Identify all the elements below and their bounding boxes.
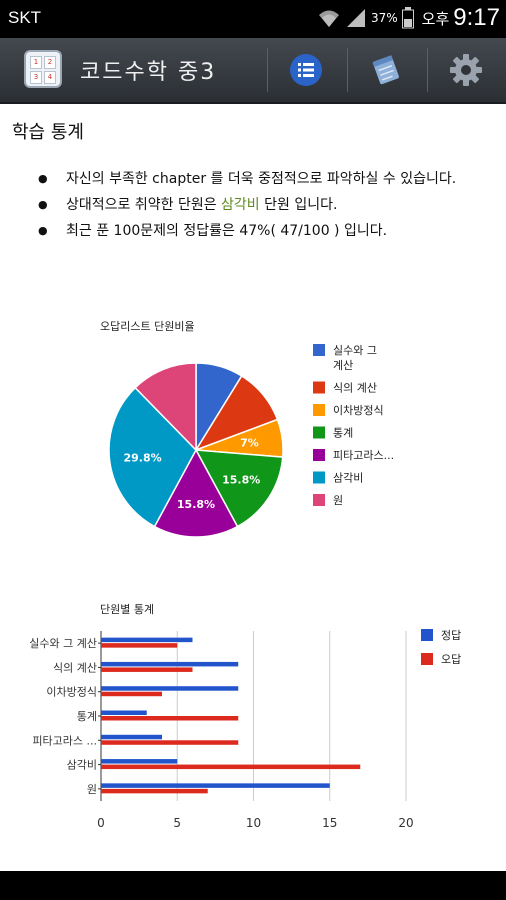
legend-label: 실수와 그 계산: [333, 344, 377, 372]
category-label: 피타고라스 ...: [32, 734, 97, 747]
bar-correct: [101, 686, 239, 691]
divider: [427, 48, 428, 92]
x-tick-label: 5: [173, 816, 181, 830]
legend-label: 이차방정식: [333, 404, 384, 417]
wifi-icon: [319, 10, 339, 27]
category-label: 삼각비: [67, 759, 97, 772]
ampm-label: 오후: [421, 9, 450, 28]
status-icons: 37% 오후 9:17: [317, 4, 500, 32]
carrier-label: SKT: [8, 8, 42, 27]
legend-label: 통계: [333, 427, 353, 440]
list-icon: [290, 54, 322, 86]
bar-wrong: [101, 716, 239, 721]
pie-slice: [134, 362, 197, 452]
category-label: 원: [87, 783, 97, 796]
content-area: 학습 통계 자신의 부족한 chapter 를 더욱 중점적으로 파악하실 수 …: [0, 104, 506, 871]
settings-button[interactable]: [448, 52, 484, 88]
app-bar: 1 2 3 4 코드수학 중3: [0, 38, 506, 104]
list-item-text-pre: 상대적으로 취약한 단원은: [66, 197, 222, 213]
list-item: 자신의 부족한 chapter 를 더욱 중점적으로 파악하실 수 있습니다.: [38, 166, 498, 192]
logo-cell: 4: [44, 71, 56, 84]
category-label: 식의 계산: [53, 661, 97, 674]
legend-swatch: [313, 381, 325, 394]
pie-slice-label: 15.8%: [222, 473, 260, 486]
app-logo[interactable]: 1 2 3 4: [24, 50, 62, 88]
legend-label: 오답: [441, 653, 461, 666]
category-label: 이차방정식: [46, 686, 97, 699]
bar-wrong: [101, 788, 208, 794]
battery-percent: 37%: [371, 11, 398, 25]
gear-icon: [450, 54, 482, 86]
x-tick-label: 10: [246, 816, 261, 830]
list-button[interactable]: [288, 52, 324, 88]
bar-correct: [101, 661, 239, 667]
divider: [347, 48, 348, 92]
list-item-text-post: 단원 입니다.: [259, 197, 338, 213]
legend-swatch: [421, 629, 433, 641]
bar-correct: [101, 637, 193, 643]
legend-label: 원: [333, 494, 343, 507]
x-tick-label: 15: [322, 816, 337, 830]
category-label: 실수와 그 계산: [29, 637, 97, 650]
summary-list: 자신의 부족한 chapter 를 더욱 중점적으로 파악하실 수 있습니다. …: [38, 166, 498, 244]
pie-slice-label: 7%: [240, 437, 259, 450]
list-item: 상대적으로 취약한 단원은 삼각비 단원 입니다.: [38, 192, 498, 218]
list-item: 최근 푼 100문제의 정답률은 47%( 47/100 ) 입니다.: [38, 218, 498, 244]
legend-label: 정답: [441, 629, 461, 642]
pie-slice: [153, 448, 239, 538]
bottom-bar: [0, 871, 506, 900]
bar-wrong: [101, 740, 239, 745]
bar-correct: [101, 759, 178, 764]
app-title: 코드수학 중3: [80, 60, 217, 85]
pie-slice-label: 15.8%: [177, 498, 215, 511]
bar-chart-title: 단원별 통계: [100, 603, 154, 616]
legend-swatch: [313, 471, 325, 484]
bar-wrong: [101, 764, 361, 770]
bar-wrong: [101, 667, 193, 672]
signal-icon: [347, 9, 365, 27]
notebook-button[interactable]: [368, 52, 404, 88]
legend-swatch: [313, 404, 325, 416]
status-bar: SKT 37% 오후 9:17: [0, 0, 506, 38]
legend-swatch: [313, 494, 325, 506]
x-tick-label: 0: [97, 816, 105, 830]
bar-wrong: [101, 643, 178, 648]
clock: 9:17: [453, 4, 500, 31]
category-label: 통계: [77, 710, 97, 723]
list-item-text: 자신의 부족한 chapter 를 더욱 중점적으로 파악하실 수 있습니다.: [66, 171, 457, 187]
logo-cell: 3: [30, 71, 42, 84]
bar-correct: [101, 734, 162, 740]
notebook-icon: [372, 55, 399, 85]
divider: [267, 48, 268, 92]
x-tick-label: 20: [398, 816, 413, 830]
pie-slice: [108, 386, 197, 528]
pie-chart-title: 오답리스트 단원비율: [100, 320, 195, 333]
legend-label: 식의 계산: [333, 382, 377, 395]
list-item-text: 최근 푼 100문제의 정답률은 47%( 47/100 ) 입니다.: [66, 223, 388, 239]
logo-cell: 1: [30, 56, 42, 69]
page-title: 학습 통계: [12, 122, 84, 143]
legend-label: 삼각비: [333, 472, 363, 485]
pie-slice: [194, 449, 284, 528]
legend-swatch: [313, 344, 325, 356]
battery-icon: [401, 7, 414, 29]
weak-unit-highlight: 삼각비: [221, 197, 260, 213]
legend-swatch: [421, 653, 433, 665]
bar-correct: [101, 710, 147, 715]
pie-slice-label: 29.8%: [123, 451, 161, 464]
bar-wrong: [101, 691, 162, 697]
bar-correct: [101, 783, 330, 788]
legend-swatch: [313, 426, 325, 439]
logo-cell: 2: [44, 56, 56, 69]
legend-label: 피타고라스...: [333, 449, 394, 462]
legend-swatch: [313, 449, 325, 461]
